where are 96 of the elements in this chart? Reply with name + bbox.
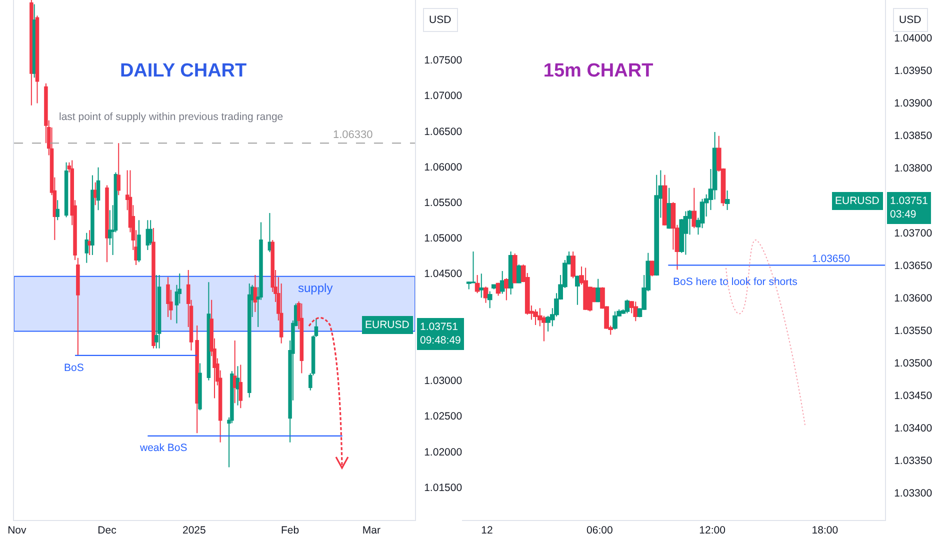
candlestick <box>512 253 518 284</box>
candlestick <box>612 310 618 330</box>
candlestick <box>195 325 199 434</box>
candlestick <box>500 270 505 294</box>
annotation: BoS here to look for shorts <box>673 276 798 288</box>
x-tick-label: 12 <box>481 524 494 537</box>
y-tick-label: 1.03450 <box>894 390 932 402</box>
y-tick-label: 1.03000 <box>424 375 462 388</box>
candlestick <box>64 162 68 218</box>
x-tick-label: 12:00 <box>699 524 726 537</box>
annotation: last point of supply within previous trading range <box>59 111 284 123</box>
candlestick <box>137 220 141 263</box>
candlestick <box>724 190 730 210</box>
candlestick <box>253 274 258 312</box>
x-tick-label: Feb <box>281 524 300 537</box>
candlestick <box>198 362 202 411</box>
candlestick <box>654 174 660 276</box>
y-tick-label: 1.07000 <box>424 90 462 102</box>
annotation: EURUSD <box>835 195 880 207</box>
x-tick-label: Nov <box>8 524 27 537</box>
candlestick <box>157 274 162 349</box>
ref-line-label: 1.06330 <box>333 129 373 141</box>
candlestick <box>35 15 40 104</box>
y-tick-label: 1.04000 <box>894 32 932 44</box>
candlestick <box>683 210 688 256</box>
candlestick <box>516 264 522 284</box>
y-tick-label: 1.04500 <box>424 268 462 280</box>
annotation: 1.03650 <box>812 253 850 265</box>
y-tick-label: 1.03850 <box>894 130 932 142</box>
candlestick <box>478 273 484 298</box>
candlestick <box>105 184 109 263</box>
y-tick-label: 1.03600 <box>894 292 932 304</box>
y-axis-title: USD <box>429 14 452 26</box>
candlestick <box>84 232 89 264</box>
candlestick <box>152 227 156 349</box>
candlestick <box>93 182 98 206</box>
y-tick-label: 1.02500 <box>424 410 462 423</box>
y-tick-label: 1.03550 <box>894 324 932 337</box>
candlestick <box>692 187 697 229</box>
candlestick <box>575 275 580 306</box>
y-tick-label: 1.01500 <box>424 482 462 494</box>
candlestick <box>76 257 80 356</box>
y-tick-label: 1.03500 <box>894 357 932 370</box>
candlestick <box>238 364 243 409</box>
candlestick <box>90 174 94 256</box>
candlestick <box>487 290 492 309</box>
candlestick <box>56 200 60 221</box>
x-tick-label: Dec <box>98 524 116 537</box>
candlestick <box>570 251 576 279</box>
y-tick-label: 1.05500 <box>424 196 462 209</box>
annotation: BoS <box>64 362 84 374</box>
text: 1.03751 09:48:49 <box>420 321 462 347</box>
x-tick-label: 18:00 <box>812 524 838 537</box>
y-tick-label: 1.06000 <box>424 161 462 174</box>
candlestick <box>300 302 304 374</box>
candlestick <box>633 301 638 322</box>
y-axis-title: USD <box>899 14 922 26</box>
candlestick <box>232 340 237 404</box>
annotation: EURUSD <box>365 319 410 331</box>
y-tick-label: 1.03300 <box>894 487 932 500</box>
candlestick <box>236 366 240 406</box>
candlestick <box>491 284 496 290</box>
y-tick-label: 1.03650 <box>894 260 932 272</box>
candlestick <box>30 0 34 106</box>
y-tick-label: 1.02000 <box>424 446 462 458</box>
text: 15m CHART <box>543 60 654 82</box>
y-tick-label: 1.03350 <box>894 454 932 467</box>
y-tick-label: 1.03700 <box>894 227 932 240</box>
x-tick-label: Mar <box>362 524 381 537</box>
y-tick-label: 1.03400 <box>894 422 932 434</box>
candlestick <box>666 187 672 230</box>
band-label: supply <box>298 281 333 295</box>
x-tick-label: 06:00 <box>586 524 613 537</box>
y-tick-label: 1.03950 <box>894 64 932 77</box>
candlestick <box>583 267 588 311</box>
text: DAILY CHART <box>120 60 248 82</box>
x-tick-label: 2025 <box>182 524 206 537</box>
candlestick <box>268 212 272 253</box>
y-tick-label: 1.05000 <box>424 232 462 245</box>
candlestick <box>596 278 601 303</box>
y-tick-label: 1.06500 <box>424 126 462 138</box>
candlestick <box>154 274 158 349</box>
text: 1.03751 03:49 <box>890 195 928 221</box>
candlestick <box>247 283 252 398</box>
y-tick-label: 1.03900 <box>894 97 932 110</box>
candlestick <box>474 274 480 294</box>
candlestick <box>166 276 170 318</box>
candlestick <box>483 286 488 304</box>
candlestick <box>88 230 92 256</box>
candlestick <box>96 166 100 211</box>
y-tick-label: 1.03800 <box>894 162 932 174</box>
y-tick-label: 1.07500 <box>424 54 462 67</box>
candlestick <box>116 142 120 196</box>
candlestick <box>504 278 509 301</box>
annotation: weak BoS <box>139 442 188 454</box>
candlestick <box>148 220 152 246</box>
